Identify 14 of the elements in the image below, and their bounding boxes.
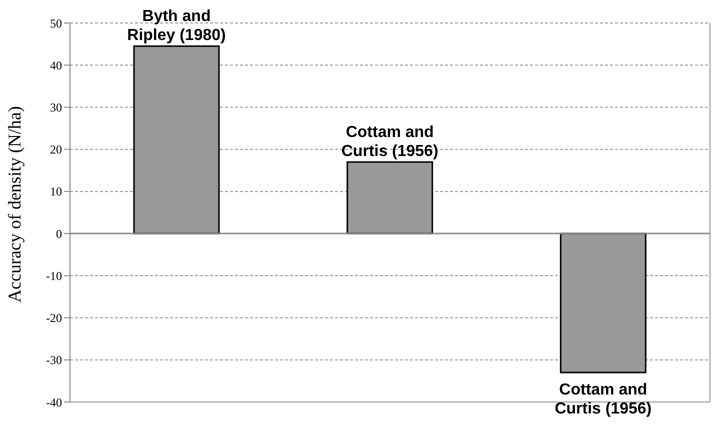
x-tick-label: Cottam and Curtis (1956) — [554, 382, 652, 418]
y-tick-label: 0 — [56, 226, 62, 241]
x-tick-label: Cottam and Curtis (1956) — [341, 124, 438, 160]
y-tick-label: 10 — [50, 184, 62, 199]
x-tick-label: Byth and Ripley (1980) — [127, 8, 226, 44]
y-tick-label: -10 — [46, 268, 62, 283]
y-tick-label: 50 — [50, 16, 62, 30]
y-tick-label: -40 — [46, 395, 62, 410]
y-tick-label: 40 — [50, 58, 62, 72]
y-axis-title: Accuracy of density (N/ha) — [4, 106, 24, 302]
y-tick-label: -30 — [46, 353, 62, 368]
y-tick-label: 30 — [50, 100, 62, 114]
y-tick-label: -20 — [46, 311, 62, 326]
y-tick-label: 20 — [50, 142, 62, 157]
